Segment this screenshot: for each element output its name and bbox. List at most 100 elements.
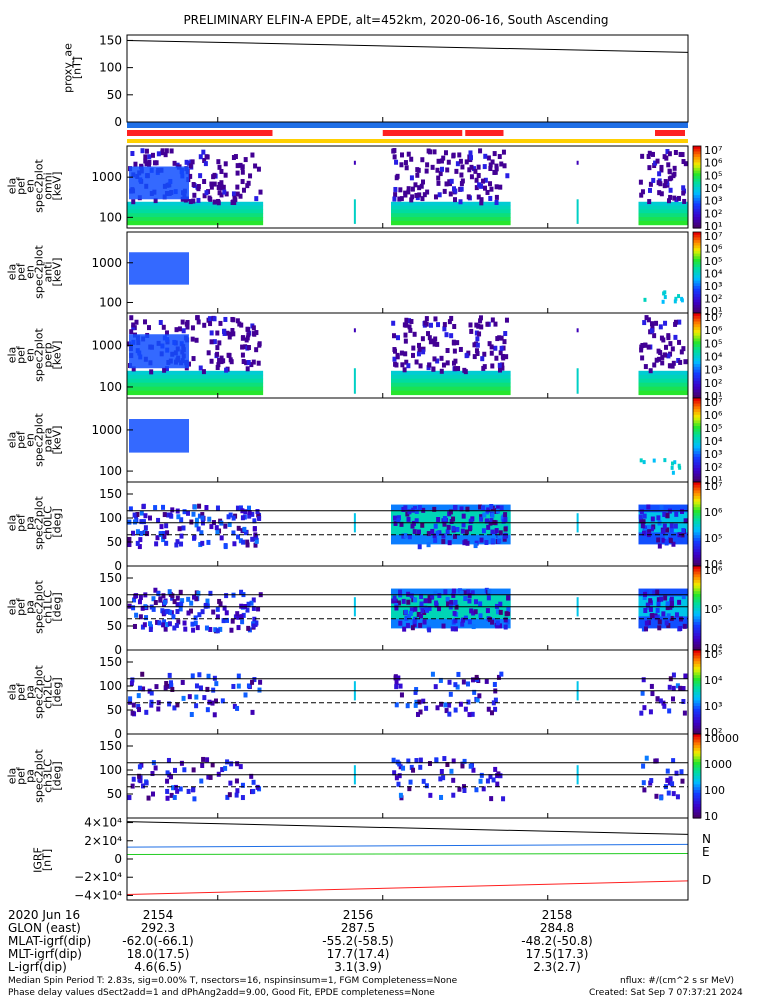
colorbar-step — [693, 473, 701, 477]
colorbar-step — [693, 770, 701, 774]
flux-cell — [154, 684, 159, 690]
colorbar-step — [693, 313, 701, 317]
flux-cell — [222, 328, 227, 334]
colorbar-step — [693, 482, 701, 486]
flux-cell — [439, 158, 444, 164]
flux-cell — [410, 194, 415, 200]
y-tick-label: 0 — [114, 727, 122, 741]
flux-cell — [642, 787, 647, 793]
colorbar-step — [693, 324, 701, 328]
flux-cell — [143, 319, 148, 325]
flux-cell — [409, 764, 414, 770]
colorbar-step — [693, 417, 701, 421]
flux-cell — [460, 164, 465, 170]
flux-cell — [472, 354, 477, 360]
flux-cell — [674, 770, 679, 776]
y-tick-label: 150 — [99, 487, 122, 501]
flux-cell — [414, 359, 419, 365]
y-tick-label: 50 — [107, 88, 122, 102]
flux-cell — [462, 758, 467, 764]
flux-cell — [161, 504, 166, 510]
flux-cell — [172, 705, 177, 711]
flux-cell — [161, 537, 166, 543]
flux-cell — [428, 792, 433, 798]
flux-cell — [202, 178, 207, 184]
colorbar-step — [693, 451, 701, 455]
flux-cell — [180, 319, 185, 325]
flux-cell — [165, 778, 170, 784]
flux-cell — [476, 164, 481, 170]
flux-cell — [426, 365, 431, 371]
xaxis-row-value: 284.8 — [540, 921, 574, 935]
colorbar-step — [693, 369, 701, 374]
flux-band — [391, 201, 511, 207]
flux-cell — [397, 196, 402, 202]
flux-band — [391, 213, 511, 218]
colorbar-step — [693, 636, 701, 640]
flux-cell — [394, 775, 399, 781]
flux-cell — [401, 765, 406, 771]
ylabel-line: ela — [6, 347, 19, 364]
flux-cell — [353, 328, 356, 333]
flux-cell — [165, 795, 170, 801]
flux-cell — [663, 295, 667, 300]
flux-cell — [239, 589, 244, 595]
colorbar-step — [693, 759, 701, 763]
flux-cell — [190, 325, 195, 331]
flux-cell — [475, 351, 480, 357]
ylabel-line: ch1LC — [42, 590, 55, 624]
ylabel-line: en — [24, 179, 37, 193]
y-tick-label: 50 — [107, 619, 122, 633]
flux-cell — [128, 506, 133, 512]
flux-cell — [243, 692, 248, 698]
flux-cell — [661, 528, 666, 534]
colorbar-step — [693, 804, 701, 808]
flux-cell — [194, 517, 199, 523]
flux-cell — [162, 512, 167, 518]
flux-cell — [458, 346, 463, 352]
flux-cell — [240, 515, 245, 521]
flux-cell — [648, 368, 653, 374]
flux-cell — [418, 613, 423, 619]
flux-cell — [504, 611, 509, 617]
flux-cell — [404, 317, 409, 323]
flux-cell — [393, 520, 398, 526]
flux-cell — [401, 598, 406, 604]
flux-cell — [492, 151, 497, 157]
flux-cell — [403, 505, 408, 511]
flux-cell — [207, 516, 212, 522]
flux-cell — [225, 759, 230, 765]
flux-cell — [480, 356, 485, 362]
ylabel-line: IGRF — [32, 847, 45, 873]
flux-cell — [191, 198, 196, 204]
colorbar-tick-label: 10⁶ — [704, 409, 723, 422]
flux-cell — [240, 344, 245, 350]
flux-band — [391, 378, 511, 384]
ylabel-line: spec2plot — [33, 580, 46, 634]
flux-cell — [666, 335, 671, 341]
flux-cell — [668, 341, 673, 347]
colorbar-step — [693, 214, 701, 218]
flux-cell — [667, 151, 672, 157]
flux-cell — [451, 792, 456, 798]
flux-cell — [392, 595, 397, 601]
flux-cell — [681, 594, 686, 600]
flux-cell — [179, 533, 184, 539]
flux-cell — [170, 686, 175, 692]
flux-cell — [640, 153, 645, 159]
flux-cell — [150, 771, 155, 777]
flux-cell — [149, 699, 154, 705]
flux-cell — [441, 362, 446, 368]
flux-cell — [186, 788, 191, 794]
flux-cell — [666, 353, 671, 359]
flux-cell — [131, 605, 136, 611]
colorbar-tick-label: 10⁵ — [704, 422, 722, 435]
flux-cell — [224, 617, 229, 623]
flux-cell — [224, 367, 229, 373]
flux-cell — [451, 592, 456, 598]
flux-cell — [644, 626, 649, 632]
flux-cell — [682, 710, 687, 716]
flux-cell — [238, 162, 243, 168]
colorbar-step — [693, 151, 701, 155]
